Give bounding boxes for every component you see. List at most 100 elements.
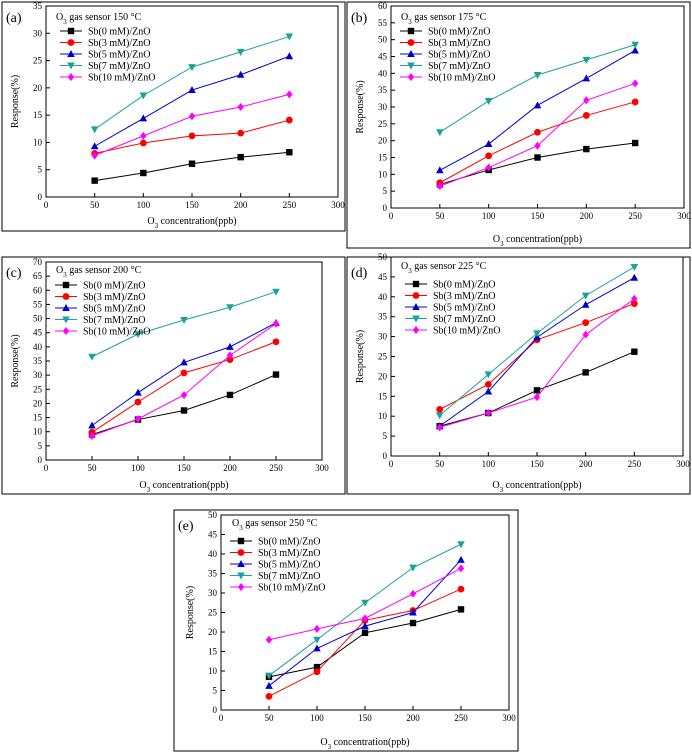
data-point — [485, 152, 493, 160]
y-tick-label: 70 — [33, 257, 43, 267]
chart-panel-e: 0 50 100 150 200 250 300 0 5 10 15 20 25 30 35 40 45 50 O3… — [173, 509, 519, 752]
y-axis-label: Response(%) — [10, 334, 21, 387]
data-point — [188, 64, 196, 72]
data-point — [91, 151, 98, 160]
legend-label: Sb(3 mM)/ZnO — [258, 548, 321, 559]
y-tick-label: 35 — [33, 356, 43, 366]
data-point — [134, 398, 142, 406]
legend-marker — [412, 303, 420, 310]
data-point — [139, 114, 148, 122]
legend-marker — [407, 62, 415, 70]
x-tick-label: 300 — [331, 200, 345, 210]
legend-label: Sb(10 mM)/ZnO — [88, 73, 156, 84]
legend-label: Sb(3 mM)/ZnO — [83, 292, 146, 303]
y-tick-label: 40 — [378, 68, 388, 78]
data-point — [631, 139, 639, 147]
series-line — [91, 323, 277, 437]
y-tick-label: 25 — [33, 384, 43, 394]
legend-marker — [237, 583, 245, 591]
legend-marker — [237, 537, 245, 545]
y-tick-label: 50 — [378, 252, 388, 262]
data-point — [272, 338, 280, 346]
data-point — [484, 140, 493, 148]
x-tick-label: 100 — [482, 459, 496, 469]
series-sb-10-mm-zno — [436, 79, 639, 191]
data-point — [533, 101, 542, 109]
data-point — [226, 304, 234, 312]
y-tick-label: 35 — [378, 85, 388, 95]
x-tick-label: 0 — [219, 713, 224, 723]
y-tick-label: 15 — [33, 110, 43, 120]
panel-border — [1, 256, 346, 495]
x-axis-label: O3 concentration(ppb) — [492, 480, 581, 494]
y-tick-label: 20 — [33, 83, 43, 93]
data-point — [409, 608, 417, 616]
legend-label: Sb(7 mM)/ZnO — [258, 571, 321, 582]
y-tick-label: 45 — [378, 52, 388, 62]
legend-marker — [237, 549, 245, 556]
x-tick-label: 50 — [435, 211, 445, 221]
data-point — [582, 56, 591, 64]
panel-label: (c) — [6, 266, 22, 281]
y-tick-label: 30 — [33, 370, 43, 380]
x-tick-label: 300 — [677, 211, 691, 221]
chart-panel-a: 0 50 100 150 200 250 300 0 5 10 15 20 25 30 35 O3 conce… — [1, 1, 346, 232]
x-tick-label: 250 — [269, 463, 283, 473]
data-point — [236, 48, 245, 56]
data-point — [226, 342, 234, 350]
series-sb-7-mm-zno — [88, 288, 280, 361]
y-tick-label: 20 — [378, 371, 388, 381]
legend-marker — [412, 315, 420, 323]
data-point — [139, 139, 147, 147]
data-point — [272, 288, 280, 296]
data-point — [436, 129, 444, 137]
y-tick-label: 5 — [38, 441, 43, 451]
series-sb-10-mm-zno — [88, 319, 280, 440]
x-tick-label: 200 — [234, 200, 248, 210]
legend-label: Sb(5 mM)/ZnO — [83, 304, 146, 315]
y-tick-label: 15 — [378, 153, 388, 163]
x-tick-label: 50 — [435, 459, 445, 469]
data-point — [188, 132, 196, 140]
legend-marker — [407, 73, 415, 81]
legend-label: Sb(0 mM)/ZnO — [428, 27, 491, 38]
y-tick-label: 55 — [33, 299, 43, 309]
data-point — [361, 599, 369, 607]
legend-marker — [67, 73, 75, 81]
series-sb-5-mm-zno — [436, 46, 639, 174]
x-tick-label: 50 — [90, 200, 100, 210]
data-point — [286, 90, 293, 99]
x-tick-label: 50 — [88, 463, 98, 473]
data-point — [237, 153, 244, 161]
data-point — [226, 351, 234, 360]
y-axis-label: Response(%) — [10, 75, 21, 128]
data-point — [285, 52, 294, 60]
data-point — [180, 390, 188, 399]
legend-label: Sb(0 mM)/ZnO — [88, 27, 151, 38]
legend-label: Sb(3 mM)/ZnO — [428, 38, 491, 49]
y-tick-label: 10 — [378, 169, 388, 179]
data-point — [361, 614, 369, 623]
legend-label: Sb(10 mM)/ZnO — [258, 583, 326, 594]
series-sb-5-mm-zno — [90, 52, 294, 150]
data-point — [583, 145, 590, 153]
data-point — [188, 86, 196, 94]
y-tick-label: 50 — [378, 35, 388, 45]
y-tick-label: 20 — [378, 136, 388, 146]
y-tick-label: 25 — [378, 119, 388, 129]
legend-label: Sb(7 mM)/ZnO — [83, 315, 146, 326]
x-tick-label: 100 — [482, 211, 496, 221]
legend-marker — [237, 572, 245, 580]
data-point — [237, 102, 244, 111]
chart-panel-b: 0 50 100 150 200 250 300 0 5 10 15 20 25 30 35 40 45 50 55… — [346, 1, 691, 249]
x-axis-label: O3 concentration(ppb) — [139, 480, 228, 494]
data-point — [272, 319, 280, 328]
y-tick-label: 20 — [208, 627, 218, 637]
y-tick-label: 10 — [378, 411, 388, 421]
data-point — [534, 128, 541, 136]
data-point — [582, 112, 590, 119]
data-point — [436, 182, 444, 191]
data-point — [457, 541, 465, 549]
series-sb-7-mm-zno — [435, 263, 639, 420]
x-tick-label: 250 — [628, 211, 642, 221]
